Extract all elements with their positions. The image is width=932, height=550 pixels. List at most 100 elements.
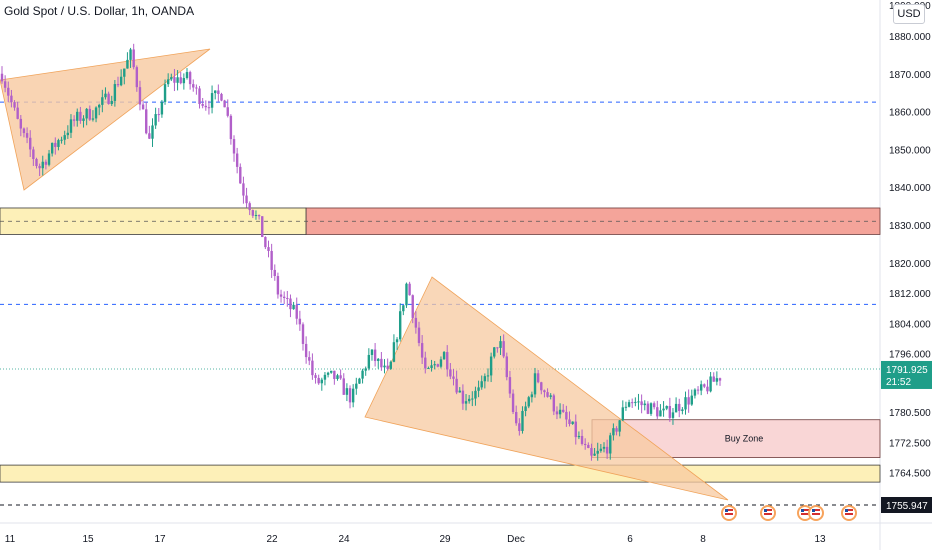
currency-button[interactable]: USD [893, 4, 925, 24]
candle-body [527, 397, 530, 407]
candle-body [185, 72, 189, 79]
candle-body [119, 76, 123, 86]
candle-body [414, 317, 418, 328]
candle-body [380, 358, 383, 368]
candle-body [82, 118, 85, 121]
event-flag-stripe [812, 513, 820, 515]
candle-body [530, 394, 534, 398]
candle-body [113, 84, 117, 101]
candle-body [583, 443, 587, 445]
candle-body [693, 389, 697, 396]
event-flag-icon[interactable] [841, 505, 857, 521]
candle-body [138, 87, 142, 105]
candle-body [217, 90, 220, 94]
candle-body [232, 139, 236, 154]
candle-body [301, 324, 305, 344]
candle-body [254, 215, 258, 217]
candle-body [170, 77, 173, 80]
event-flag-icon[interactable] [760, 505, 776, 521]
time-tick-label: 15 [82, 534, 94, 545]
candle-body [430, 365, 433, 368]
candle-body [320, 379, 324, 384]
candle-body [402, 305, 405, 312]
falling-wedge [364, 276, 729, 501]
candle-body [239, 166, 242, 184]
candle-body [326, 372, 330, 375]
candle-body [79, 111, 82, 121]
candle-body [474, 390, 477, 399]
candle-body [521, 410, 524, 431]
last-price-box [881, 360, 932, 389]
candle-body [461, 390, 465, 404]
candle-body [176, 77, 179, 83]
candle-body [195, 87, 198, 89]
candle-body [373, 349, 377, 362]
candle-body [10, 95, 13, 103]
event-flag-stripe [812, 509, 820, 511]
candle-body [480, 381, 483, 388]
candle-body [493, 347, 496, 357]
event-flag-canton [801, 509, 804, 512]
candle-body [270, 250, 273, 270]
candle-body [7, 87, 10, 96]
candle-body [502, 341, 505, 357]
candle-body [257, 215, 261, 217]
candle-body [571, 421, 574, 425]
candle-body [543, 390, 546, 393]
candle-body [612, 428, 615, 436]
candle-body [386, 365, 389, 369]
price-tick-label: 1812.000 [889, 289, 931, 300]
candle-body [678, 403, 681, 411]
candle-body [292, 304, 295, 310]
event-flag-icon[interactable] [808, 505, 824, 521]
candle-body [145, 109, 148, 134]
candle-body [286, 297, 289, 299]
candle-body [587, 444, 590, 448]
candle-body [298, 318, 302, 325]
candle-body [295, 304, 298, 319]
candle-body [646, 403, 650, 414]
candle-body [54, 142, 57, 147]
candle-body [665, 406, 668, 409]
candle-body [32, 149, 35, 159]
candle-body [129, 49, 132, 60]
candle-body [282, 296, 286, 298]
candle-body [364, 368, 367, 371]
candle-body [35, 158, 38, 167]
candle-body [207, 107, 211, 109]
candle-body [652, 403, 656, 408]
candle-body [91, 118, 95, 120]
candle-body [618, 420, 621, 432]
candle-body [336, 375, 339, 379]
buy-zone-label: Buy Zone [725, 434, 764, 444]
time-tick-label: 17 [154, 534, 166, 545]
candle-body [555, 411, 559, 415]
candle-body [229, 115, 233, 140]
event-flag-icon[interactable] [797, 505, 813, 521]
candle-body [508, 377, 512, 394]
candle-body [659, 410, 662, 417]
candle-body [323, 374, 327, 380]
candle-body [574, 421, 577, 438]
candle-body [66, 132, 70, 136]
candle-body [182, 78, 186, 84]
candle-body [76, 111, 79, 121]
candle-body [593, 453, 596, 456]
candle-body [198, 88, 201, 105]
candle-body [97, 104, 101, 108]
candle-body [304, 343, 308, 358]
candle-body [367, 354, 371, 369]
candle-body [311, 360, 314, 376]
candle-body [245, 195, 248, 204]
chart-title: Gold Spot / U.S. Dollar, 1h, OANDA [4, 4, 195, 18]
event-flag-icon[interactable] [721, 505, 737, 521]
candle-body [496, 347, 499, 349]
candle-body [25, 133, 29, 138]
candle-body [154, 114, 157, 126]
candle-body [596, 450, 599, 454]
candle-body [637, 401, 640, 403]
candle-body [317, 377, 320, 384]
candle-body [264, 237, 267, 248]
candle-body [13, 102, 16, 108]
